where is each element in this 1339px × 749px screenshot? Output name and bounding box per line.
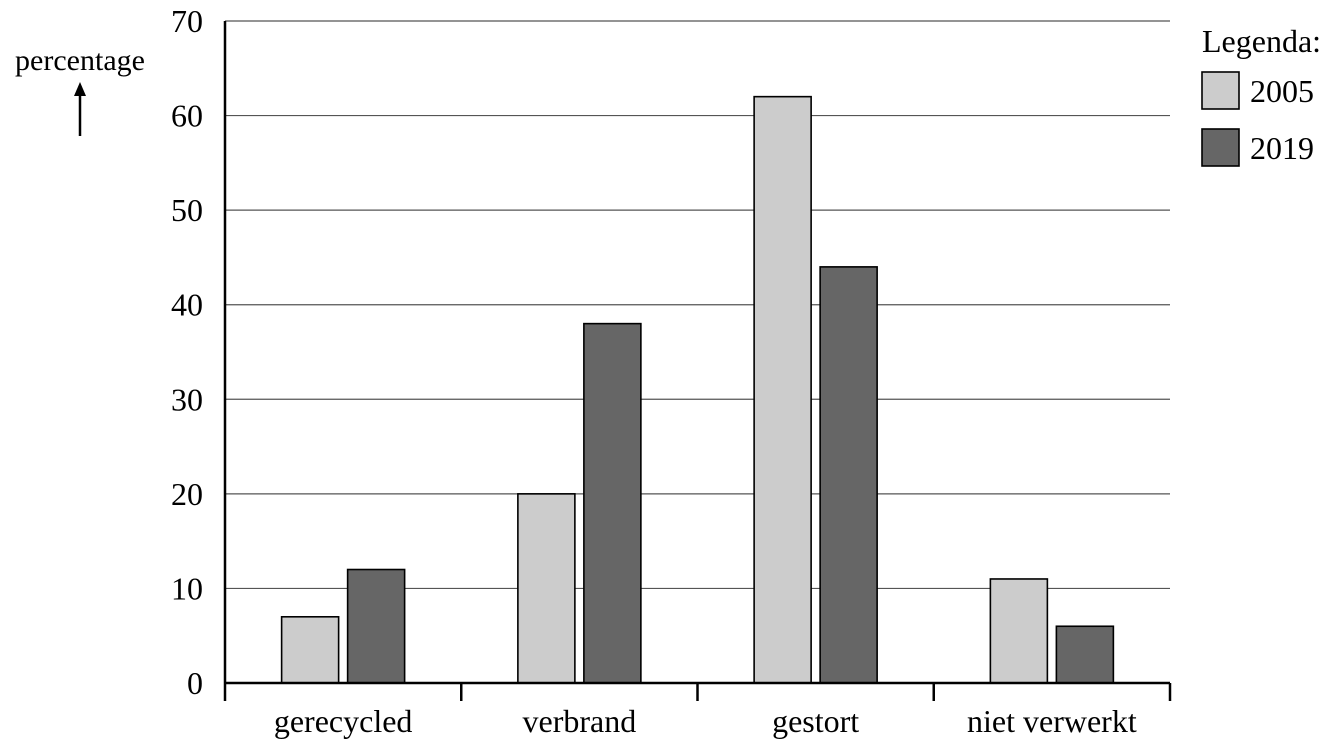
legend-swatch: [1201, 128, 1240, 167]
y-tick-labels: 0 10 20 30 40 50 60 70: [171, 3, 203, 701]
bar-2019-niet-verwerkt: [1055, 625, 1115, 684]
bar-2005-gestort: [753, 95, 812, 684]
y-tick-label: 30: [171, 381, 203, 417]
y-tick-label: 70: [171, 3, 203, 39]
y-axis-title-group: percentage: [15, 44, 145, 136]
x-category-label: verbrand: [523, 703, 637, 739]
y-tick-label: 20: [171, 476, 203, 512]
bar-2005-niet-verwerkt: [989, 578, 1049, 684]
legend-items: 2005 2019: [1201, 71, 1314, 167]
gridlines: [225, 20, 1170, 590]
bar-2005-verbrand: [517, 493, 576, 684]
x-category-label: gerecycled: [274, 703, 413, 739]
x-category-labels: gerecycled verbrand gestort niet verwerkt: [274, 703, 1137, 739]
bar-2019-verbrand: [583, 322, 642, 684]
legend-title: Legenda:: [1202, 23, 1321, 59]
legend: Legenda: 2005 2019: [1201, 23, 1321, 167]
x-category-label: gestort: [772, 703, 859, 739]
y-tick-label: 40: [171, 287, 203, 323]
legend-swatch: [1201, 71, 1240, 110]
x-category-label: niet verwerkt: [967, 703, 1137, 739]
legend-label: 2019: [1250, 130, 1314, 166]
axes: [223, 21, 1172, 701]
bar-2005-gerecycled: [280, 615, 340, 684]
y-tick-label: 50: [171, 192, 203, 228]
y-tick-label: 0: [187, 665, 203, 701]
legend-label: 2005: [1250, 73, 1314, 109]
y-tick-label: 10: [171, 570, 203, 606]
up-arrow-icon: [74, 82, 86, 96]
y-axis-title: percentage: [15, 44, 145, 77]
y-tick-label: 60: [171, 98, 203, 134]
bar-2019-gestort: [819, 266, 878, 684]
bar-2019-gerecycled: [346, 568, 406, 684]
bars: [280, 95, 1115, 684]
